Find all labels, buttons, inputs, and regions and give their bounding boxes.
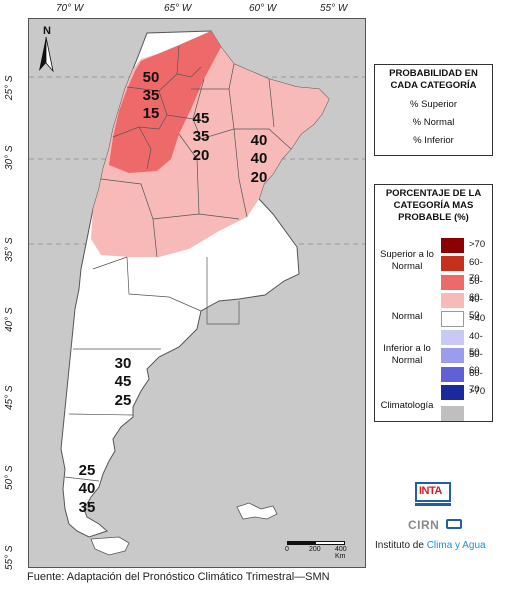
legend-swatch-inferior-1 bbox=[441, 347, 464, 364]
north-arrow-icon: N bbox=[39, 25, 54, 73]
probability-item-normal: % Normal bbox=[412, 117, 455, 128]
province-boundaries bbox=[64, 45, 292, 482]
tierra-del-fuego bbox=[90, 536, 130, 556]
svg-text:25: 25 bbox=[115, 392, 132, 409]
legend-row-climatologia bbox=[375, 404, 492, 421]
region-patagonia-norte-values: 30 45 25 bbox=[115, 355, 132, 409]
lat-label-55s: 55° S bbox=[4, 545, 15, 570]
wave-icon bbox=[446, 519, 462, 529]
institute-name: Instituto de Clima y Agua bbox=[375, 540, 486, 551]
scale-tick-200: 200 bbox=[309, 546, 321, 553]
svg-text:40: 40 bbox=[251, 132, 268, 149]
legend-range-inferior-0: 40-50 bbox=[469, 331, 483, 358]
inta-logo: INTA bbox=[415, 482, 451, 510]
probability-box-title: PROBABILIDAD EN CADA CATEGORÍA bbox=[389, 68, 478, 91]
legend-range-superior-1: 60-70 bbox=[469, 257, 483, 285]
legend-swatch-climatologia bbox=[441, 404, 464, 421]
region-centro-norte-values: 45 35 20 bbox=[193, 110, 210, 164]
lon-label-70w: 70° W bbox=[56, 3, 84, 14]
svg-text:40: 40 bbox=[251, 150, 268, 167]
lon-label-65w: 65° W bbox=[164, 3, 192, 14]
svg-text:45: 45 bbox=[115, 373, 132, 390]
lon-label-60w: 60° W bbox=[249, 3, 277, 14]
legend-swatch-inferior-3 bbox=[441, 384, 464, 401]
legend-climatologia-label: Climatología bbox=[380, 400, 434, 411]
legend-range-superior-2: 50-60 bbox=[469, 275, 483, 303]
scale-bar: 0 200 400 Km bbox=[285, 539, 355, 560]
argentina-map: 50 35 15 45 35 20 40 40 20 30 45 25 25 4… bbox=[29, 25, 365, 556]
lon-label-55w: 55° W bbox=[320, 3, 348, 14]
legend-range-superior-3: 40-50 bbox=[469, 294, 483, 322]
lat-label-50s: 50° S bbox=[4, 465, 15, 490]
legend-range-superior-0: >70 bbox=[469, 239, 486, 250]
svg-text:20: 20 bbox=[251, 169, 268, 186]
scale-tick-400: 400 Km bbox=[335, 546, 347, 560]
probability-category-box: PROBABILIDAD EN CADA CATEGORÍA % Superio… bbox=[374, 64, 493, 156]
institute-suffix: Clima y Agua bbox=[426, 540, 486, 551]
svg-text:N: N bbox=[43, 25, 51, 37]
legend-title: PORCENTAJE DE LA CATEGORÍA MAS PROBABLE … bbox=[385, 188, 482, 223]
legend-swatch-superior-3 bbox=[441, 292, 464, 309]
map-frame: 50 35 15 45 35 20 40 40 20 30 45 25 25 4… bbox=[28, 18, 366, 568]
legend-row-superior-1: 60-70 bbox=[375, 255, 492, 284]
legend-swatch-normal bbox=[441, 310, 464, 327]
svg-text:40: 40 bbox=[79, 480, 96, 497]
probability-item-inferior: % Inferior bbox=[413, 135, 454, 146]
probability-item-superior: % Superior bbox=[410, 99, 457, 110]
region-patagonia-sur-values: 25 40 35 bbox=[79, 462, 96, 516]
svg-text:45: 45 bbox=[193, 110, 210, 127]
legend-row-inferior-1: 50-60 bbox=[375, 347, 492, 376]
legend-row-inferior-0: 40-50 bbox=[375, 329, 492, 358]
legend-row-inferior-3: >70 bbox=[375, 384, 492, 401]
legend-swatch-superior-2 bbox=[441, 273, 464, 290]
inta-logo-text: INTA bbox=[419, 485, 442, 497]
region-litoral-values: 40 40 20 bbox=[251, 132, 268, 186]
scale-tick-0: 0 bbox=[285, 546, 289, 553]
legend-swatch-superior-1 bbox=[441, 255, 464, 272]
lat-label-45s: 45° S bbox=[4, 385, 15, 410]
svg-text:30: 30 bbox=[115, 355, 132, 372]
svg-text:50: 50 bbox=[143, 69, 160, 86]
lat-label-30s: 30° S bbox=[4, 145, 15, 170]
region-noroeste-values: 50 35 15 bbox=[143, 69, 160, 122]
svg-text:25: 25 bbox=[79, 462, 96, 479]
graticule bbox=[29, 76, 365, 245]
region-superior-50-60 bbox=[109, 31, 221, 173]
legend-box: PORCENTAJE DE LA CATEGORÍA MAS PROBABLE … bbox=[374, 184, 493, 422]
legend-range-normal: >40 bbox=[469, 312, 486, 324]
legend-range-inferior-2: 60-70 bbox=[469, 367, 483, 395]
legend-row-superior-0: >70 bbox=[375, 237, 492, 253]
legend-row-normal: >40 bbox=[375, 310, 492, 327]
legend-inferior-label: Inferior a lo Normal bbox=[383, 343, 431, 366]
legend-swatch-inferior-0 bbox=[441, 329, 464, 345]
islas-malvinas bbox=[236, 502, 278, 520]
lat-label-40s: 40° S bbox=[4, 307, 15, 332]
lat-label-35s: 35° S bbox=[4, 237, 15, 262]
legend-superior-label: Superior a lo Normal bbox=[380, 249, 434, 272]
svg-text:35: 35 bbox=[143, 87, 160, 104]
svg-text:35: 35 bbox=[193, 128, 210, 145]
svg-text:20: 20 bbox=[193, 147, 210, 164]
lat-label-25s: 25° S bbox=[4, 75, 15, 100]
svg-text:15: 15 bbox=[143, 105, 160, 122]
legend-row-inferior-2: 60-70 bbox=[375, 365, 492, 395]
svg-text:35: 35 bbox=[79, 499, 96, 516]
legend-swatch-superior-0 bbox=[441, 237, 464, 253]
legend-normal-label: Normal bbox=[391, 311, 423, 322]
source-caption: Fuente: Adaptación del Pronóstico Climát… bbox=[27, 571, 330, 583]
institute-prefix: Instituto de bbox=[375, 540, 424, 551]
legend-range-inferior-3: >70 bbox=[469, 386, 486, 398]
legend-range-inferior-1: 50-60 bbox=[469, 349, 483, 377]
legend-row-superior-2: 50-60 bbox=[375, 273, 492, 303]
legend-row-superior-3: 40-50 bbox=[375, 292, 492, 321]
legend-swatch-inferior-2 bbox=[441, 365, 464, 382]
cirn-logo-text: CIRN bbox=[408, 518, 440, 532]
